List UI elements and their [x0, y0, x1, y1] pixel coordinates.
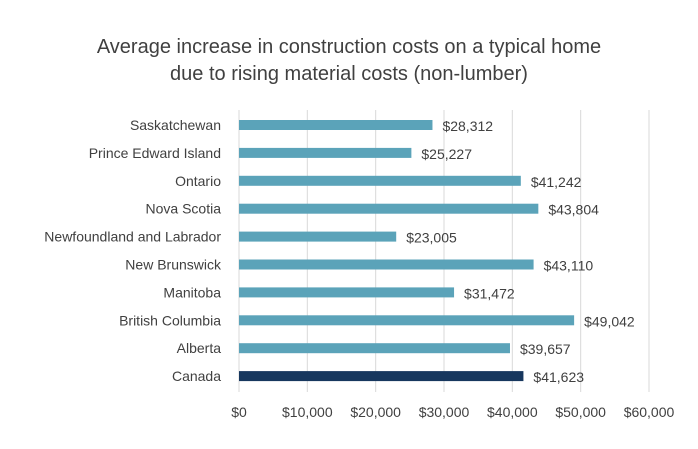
value-label: $43,110 [544, 258, 594, 274]
value-label: $23,005 [406, 230, 457, 246]
bar-nova-scotia [239, 203, 539, 214]
x-tick-label: $10,000 [282, 404, 333, 420]
chart-title-line-2: due to rising material costs (non-lumber… [170, 63, 528, 85]
category-label: Canada [172, 368, 221, 384]
bar-saskatchewan [239, 120, 433, 130]
category-label: Manitoba [163, 284, 221, 300]
value-label: $41,623 [533, 369, 584, 385]
bar-prince-edward-island [239, 147, 412, 158]
bar-ontario [239, 175, 521, 186]
bar-manitoba [239, 287, 455, 298]
category-label: Prince Edward Island [89, 145, 221, 161]
bar-alberta [239, 343, 510, 354]
value-labels: $28,312 $25,227 $41,242 $43,804 $23,005 $43,1… [406, 118, 635, 385]
x-tick-label: $30,000 [419, 404, 470, 420]
category-label: Alberta [177, 340, 222, 356]
category-label: Ontario [175, 173, 221, 189]
value-label: $28,312 [442, 118, 493, 134]
x-tick-label: $50,000 [555, 404, 606, 420]
category-label: Newfoundland and Labrador [44, 229, 221, 245]
value-label: $49,042 [584, 313, 635, 329]
value-label: $41,242 [531, 174, 582, 190]
category-label: Saskatchewan [130, 117, 221, 133]
x-tick-label: $60,000 [624, 404, 675, 420]
category-labels: Saskatchewan Prince Edward Island Ontario N… [44, 117, 222, 384]
x-tick-label: $20,000 [350, 404, 401, 420]
x-tick-label: $0 [231, 404, 247, 420]
category-label: New Brunswick [125, 257, 222, 273]
value-label: $43,804 [548, 202, 599, 218]
value-label: $31,472 [464, 285, 515, 301]
bars [239, 120, 575, 382]
x-tick-label: $40,000 [487, 404, 538, 420]
bar-british-columbia [239, 315, 575, 326]
bar-new-brunswick [239, 259, 534, 270]
bar-newfoundland-and-labrador [239, 231, 397, 242]
chart-title-line-1: Average increase in construction costs o… [96, 36, 602, 58]
category-label: British Columbia [119, 312, 221, 328]
bar-canada [239, 371, 524, 382]
value-label: $25,227 [421, 146, 472, 162]
value-label: $39,657 [520, 341, 571, 357]
category-label: Nova Scotia [146, 201, 222, 217]
x-tick-labels: $0 $10,000 $20,000 $30,000 $40,000 $50,000 $60… [231, 404, 674, 420]
